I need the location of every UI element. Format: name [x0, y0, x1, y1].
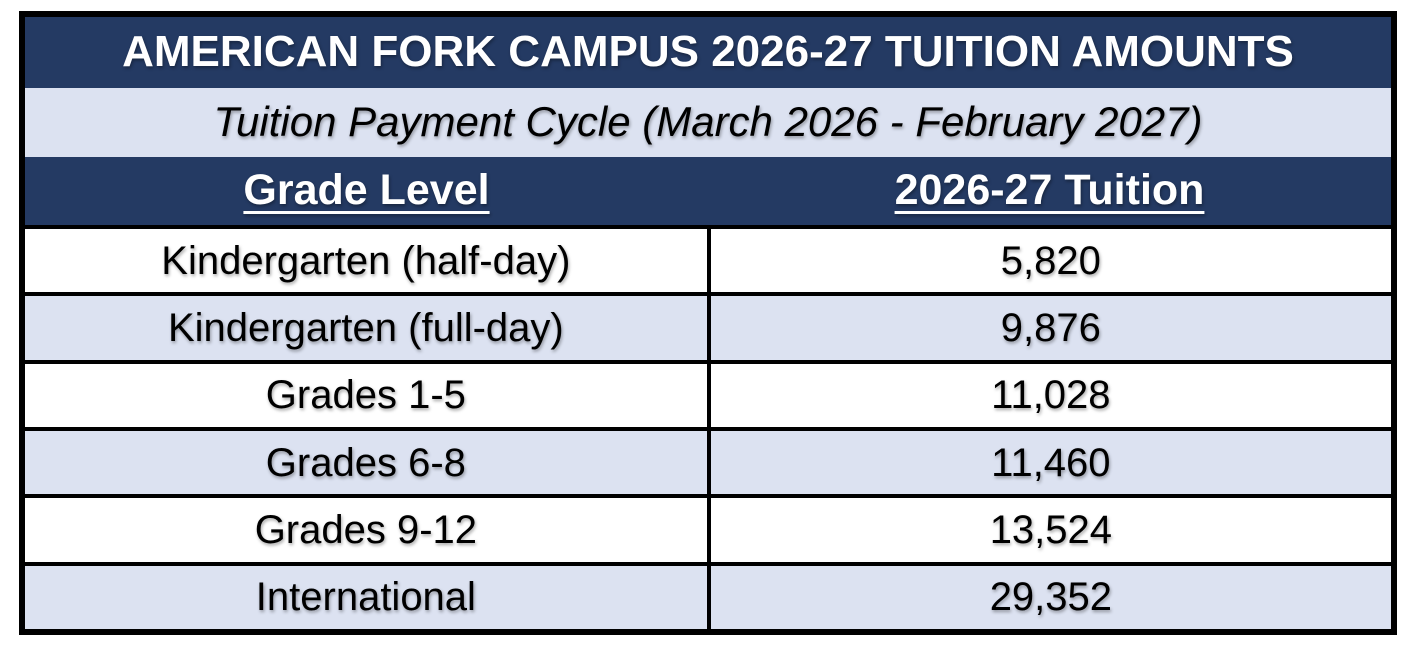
grade-level-cell: International — [25, 565, 711, 629]
tuition-amount-cell: 11,460 — [991, 440, 1111, 485]
column-header-grade-level: Grade Level — [25, 157, 708, 225]
column-header-tuition: 2026-27 Tuition — [708, 157, 1391, 225]
tuition-amount-cell: 5,820 — [1000, 238, 1101, 283]
table-subtitle-row: Tuition Payment Cycle (March 2026 - Febr… — [25, 88, 1391, 157]
table-subtitle: Tuition Payment Cycle (March 2026 - Febr… — [213, 98, 1203, 146]
table-row: Grades 1-5 11,028 — [25, 359, 1391, 427]
grade-level-cell: Grades 6-8 — [25, 430, 711, 495]
grade-level-cell: Kindergarten (half-day) — [25, 229, 711, 293]
table-row: Grades 6-8 11,460 — [25, 426, 1391, 495]
tuition-amount-cell: 13,524 — [989, 507, 1113, 552]
column-header-row: Grade Level 2026-27 Tuition — [25, 157, 1391, 225]
tuition-amount-cell: 9,876 — [1000, 305, 1101, 350]
table-row: International 29,352 — [25, 561, 1391, 629]
table-row: Kindergarten (half-day) 5,820 — [25, 225, 1391, 293]
table-title-row: AMERICAN FORK CAMPUS 2026-27 TUITION AMO… — [25, 17, 1391, 88]
column-header-tuition-label: 2026-27 Tuition — [894, 166, 1205, 215]
grade-level-cell: Grades 1-5 — [25, 363, 711, 427]
column-header-grade-level-label: Grade Level — [243, 166, 490, 215]
tuition-amount-cell: 29,352 — [989, 575, 1113, 620]
grade-level-cell: Kindergarten (full-day) — [25, 296, 711, 360]
tuition-amount-cell: 11,028 — [991, 373, 1111, 418]
table-row: Kindergarten (full-day) 9,876 — [25, 292, 1391, 360]
table-title: AMERICAN FORK CAMPUS 2026-27 TUITION AMO… — [122, 27, 1294, 77]
grade-level-cell: Grades 9-12 — [25, 498, 711, 562]
table-row: Grades 9-12 13,524 — [25, 494, 1391, 562]
tuition-table: AMERICAN FORK CAMPUS 2026-27 TUITION AMO… — [19, 11, 1397, 635]
